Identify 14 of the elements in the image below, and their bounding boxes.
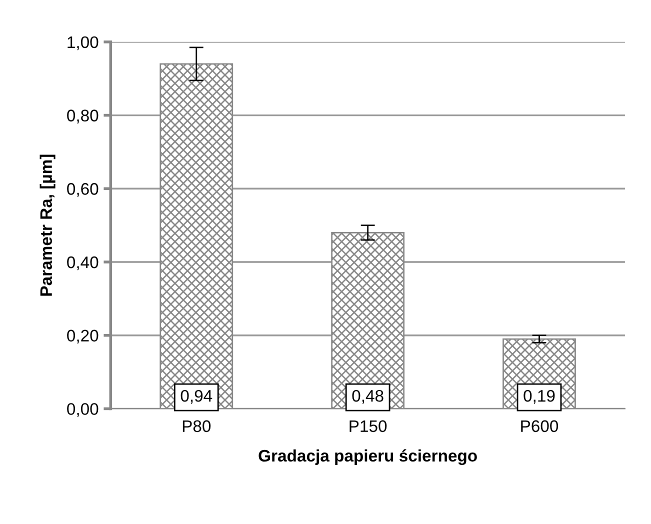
data-label: 0,94 xyxy=(180,390,212,404)
data-label: 0,19 xyxy=(524,390,555,404)
data-label: 0,48 xyxy=(352,390,384,404)
y-tick-label: 0,80 xyxy=(67,110,98,124)
y-tick-label: 0,60 xyxy=(67,183,98,197)
x-axis-title: Gradacja papieru ściernego xyxy=(258,449,477,466)
y-tick-label: 0,40 xyxy=(67,256,98,270)
y-tick-label: 1,00 xyxy=(68,36,98,50)
y-tick-label: 0,20 xyxy=(67,330,98,344)
x-tick-label: P600 xyxy=(521,420,558,432)
x-tick-label: P80 xyxy=(182,420,211,432)
y-tick-label: 0,00 xyxy=(67,403,98,417)
x-tick-label: P150 xyxy=(350,420,387,432)
y-axis-title: Parametr Ra, [µm] xyxy=(40,154,56,296)
